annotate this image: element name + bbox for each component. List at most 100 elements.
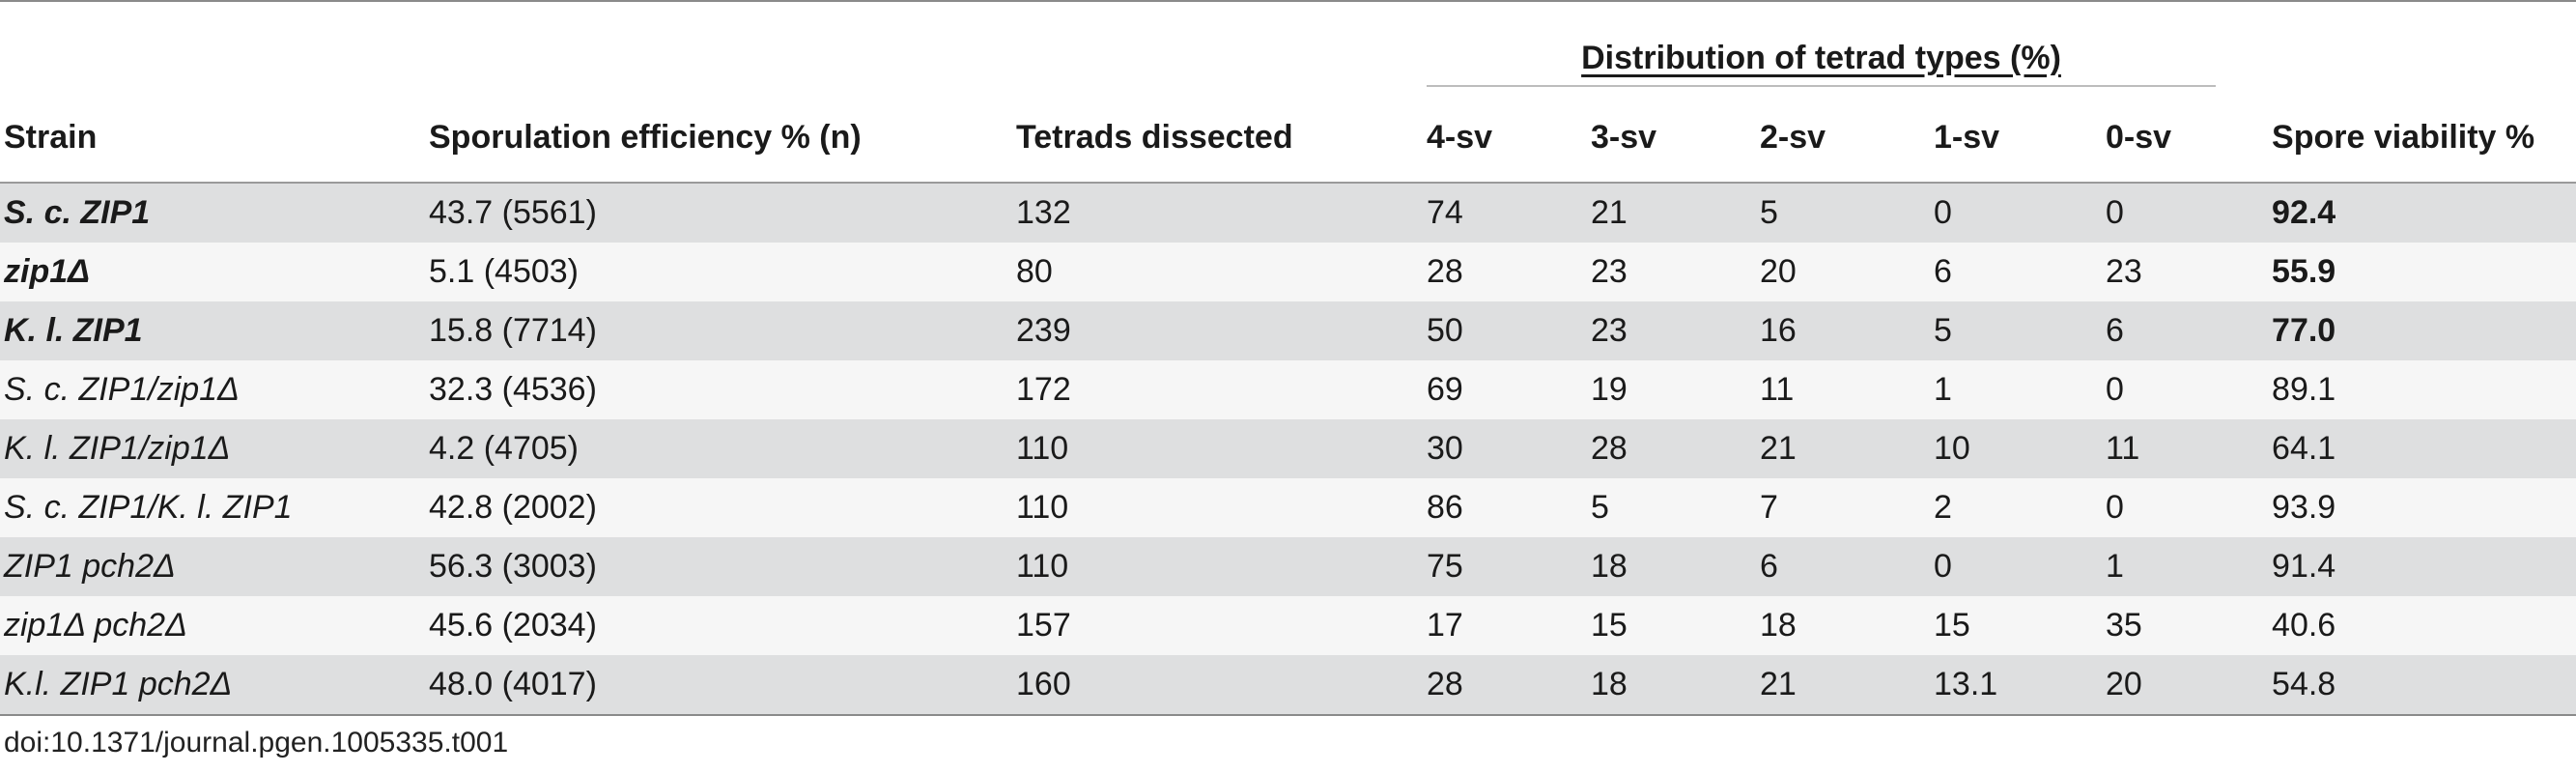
cell-viability: 92.4 [2272, 183, 2576, 243]
col-header-tetrads: Tetrads dissected [1016, 93, 1427, 184]
cell-strain: K. l. ZIP1/zip1Δ [0, 419, 429, 478]
cell-3sv: 15 [1591, 596, 1760, 655]
tetrad-table: Distribution of tetrad types (%) Strain … [0, 0, 2576, 716]
cell-2sv: 5 [1760, 183, 1934, 243]
cell-3sv: 23 [1591, 301, 1760, 360]
cell-0sv: 0 [2106, 360, 2273, 419]
cell-strain: zip1Δ pch2Δ [0, 596, 429, 655]
cell-4sv: 69 [1427, 360, 1591, 419]
table-row: zip1Δ pch2Δ 45.6 (2034) 157 17 15 18 15 … [0, 596, 2576, 655]
cell-0sv: 20 [2106, 655, 2273, 716]
cell-sporulation: 45.6 (2034) [429, 596, 1016, 655]
cell-tetrads: 157 [1016, 596, 1427, 655]
table-row: S. c. ZIP1/zip1Δ 32.3 (4536) 172 69 19 1… [0, 360, 2576, 419]
cell-sporulation: 5.1 (4503) [429, 243, 1016, 301]
data-table-container: Distribution of tetrad types (%) Strain … [0, 0, 2576, 716]
cell-0sv: 6 [2106, 301, 2273, 360]
cell-viability: 93.9 [2272, 478, 2576, 537]
group-header-title: Distribution of tetrad types (%) [1427, 40, 2217, 87]
col-header-1sv: 1-sv [1934, 93, 2106, 184]
cell-sporulation: 42.8 (2002) [429, 478, 1016, 537]
cell-4sv: 86 [1427, 478, 1591, 537]
cell-strain: K. l. ZIP1 [0, 301, 429, 360]
cell-sporulation: 15.8 (7714) [429, 301, 1016, 360]
cell-strain: S. c. ZIP1/K. l. ZIP1 [0, 478, 429, 537]
doi-footer: doi:10.1371/journal.pgen.1005335.t001 [4, 727, 509, 759]
cell-4sv: 28 [1427, 655, 1591, 716]
cell-tetrads: 172 [1016, 360, 1427, 419]
cell-sporulation: 43.7 (5561) [429, 183, 1016, 243]
cell-1sv: 6 [1934, 243, 2106, 301]
cell-1sv: 2 [1934, 478, 2106, 537]
cell-1sv: 13.1 [1934, 655, 2106, 716]
cell-2sv: 16 [1760, 301, 1934, 360]
cell-strain: ZIP1 pch2Δ [0, 537, 429, 596]
cell-viability: 89.1 [2272, 360, 2576, 419]
table-row: zip1Δ 5.1 (4503) 80 28 23 20 6 23 55.9 [0, 243, 2576, 301]
cell-sporulation: 48.0 (4017) [429, 655, 1016, 716]
cell-2sv: 11 [1760, 360, 1934, 419]
cell-strain: S. c. ZIP1/zip1Δ [0, 360, 429, 419]
cell-4sv: 17 [1427, 596, 1591, 655]
cell-2sv: 7 [1760, 478, 1934, 537]
cell-1sv: 10 [1934, 419, 2106, 478]
cell-3sv: 28 [1591, 419, 1760, 478]
cell-strain: S. c. ZIP1 [0, 183, 429, 243]
cell-3sv: 5 [1591, 478, 1760, 537]
cell-2sv: 20 [1760, 243, 1934, 301]
cell-tetrads: 110 [1016, 537, 1427, 596]
cell-0sv: 23 [2106, 243, 2273, 301]
col-header-0sv: 0-sv [2106, 93, 2273, 184]
header-spacer [1016, 0, 1427, 93]
cell-viability: 64.1 [2272, 419, 2576, 478]
cell-3sv: 21 [1591, 183, 1760, 243]
cell-tetrads: 110 [1016, 419, 1427, 478]
cell-strain: K.l. ZIP1 pch2Δ [0, 655, 429, 716]
table-row: K. l. ZIP1 15.8 (7714) 239 50 23 16 5 6 … [0, 301, 2576, 360]
cell-tetrads: 160 [1016, 655, 1427, 716]
cell-4sv: 28 [1427, 243, 1591, 301]
cell-1sv: 0 [1934, 183, 2106, 243]
cell-tetrads: 239 [1016, 301, 1427, 360]
cell-3sv: 19 [1591, 360, 1760, 419]
cell-0sv: 0 [2106, 183, 2273, 243]
cell-sporulation: 32.3 (4536) [429, 360, 1016, 419]
cell-tetrads: 110 [1016, 478, 1427, 537]
cell-viability: 77.0 [2272, 301, 2576, 360]
cell-viability: 40.6 [2272, 596, 2576, 655]
col-header-strain: Strain [0, 93, 429, 184]
cell-tetrads: 132 [1016, 183, 1427, 243]
cell-2sv: 6 [1760, 537, 1934, 596]
cell-viability: 55.9 [2272, 243, 2576, 301]
header-spacer [2272, 0, 2576, 93]
cell-4sv: 50 [1427, 301, 1591, 360]
cell-viability: 54.8 [2272, 655, 2576, 716]
table-row: K. l. ZIP1/zip1Δ 4.2 (4705) 110 30 28 21… [0, 419, 2576, 478]
cell-sporulation: 4.2 (4705) [429, 419, 1016, 478]
column-header-row: Strain Sporulation efficiency % (n) Tetr… [0, 93, 2576, 184]
cell-2sv: 18 [1760, 596, 1934, 655]
cell-3sv: 18 [1591, 655, 1760, 716]
col-header-3sv: 3-sv [1591, 93, 1760, 184]
cell-4sv: 74 [1427, 183, 1591, 243]
cell-tetrads: 80 [1016, 243, 1427, 301]
col-header-2sv: 2-sv [1760, 93, 1934, 184]
cell-viability: 91.4 [2272, 537, 2576, 596]
table-body: S. c. ZIP1 43.7 (5561) 132 74 21 5 0 0 9… [0, 183, 2576, 716]
cell-sporulation: 56.3 (3003) [429, 537, 1016, 596]
cell-4sv: 30 [1427, 419, 1591, 478]
cell-0sv: 35 [2106, 596, 2273, 655]
table-row: ZIP1 pch2Δ 56.3 (3003) 110 75 18 6 0 1 9… [0, 537, 2576, 596]
cell-4sv: 75 [1427, 537, 1591, 596]
col-header-sporulation: Sporulation efficiency % (n) [429, 93, 1016, 184]
cell-1sv: 0 [1934, 537, 2106, 596]
table-row: S. c. ZIP1/K. l. ZIP1 42.8 (2002) 110 86… [0, 478, 2576, 537]
cell-3sv: 18 [1591, 537, 1760, 596]
cell-0sv: 0 [2106, 478, 2273, 537]
cell-3sv: 23 [1591, 243, 1760, 301]
cell-0sv: 11 [2106, 419, 2273, 478]
cell-1sv: 15 [1934, 596, 2106, 655]
header-spacer [0, 0, 429, 93]
cell-2sv: 21 [1760, 419, 1934, 478]
col-header-viability: Spore viability % [2272, 93, 2576, 184]
